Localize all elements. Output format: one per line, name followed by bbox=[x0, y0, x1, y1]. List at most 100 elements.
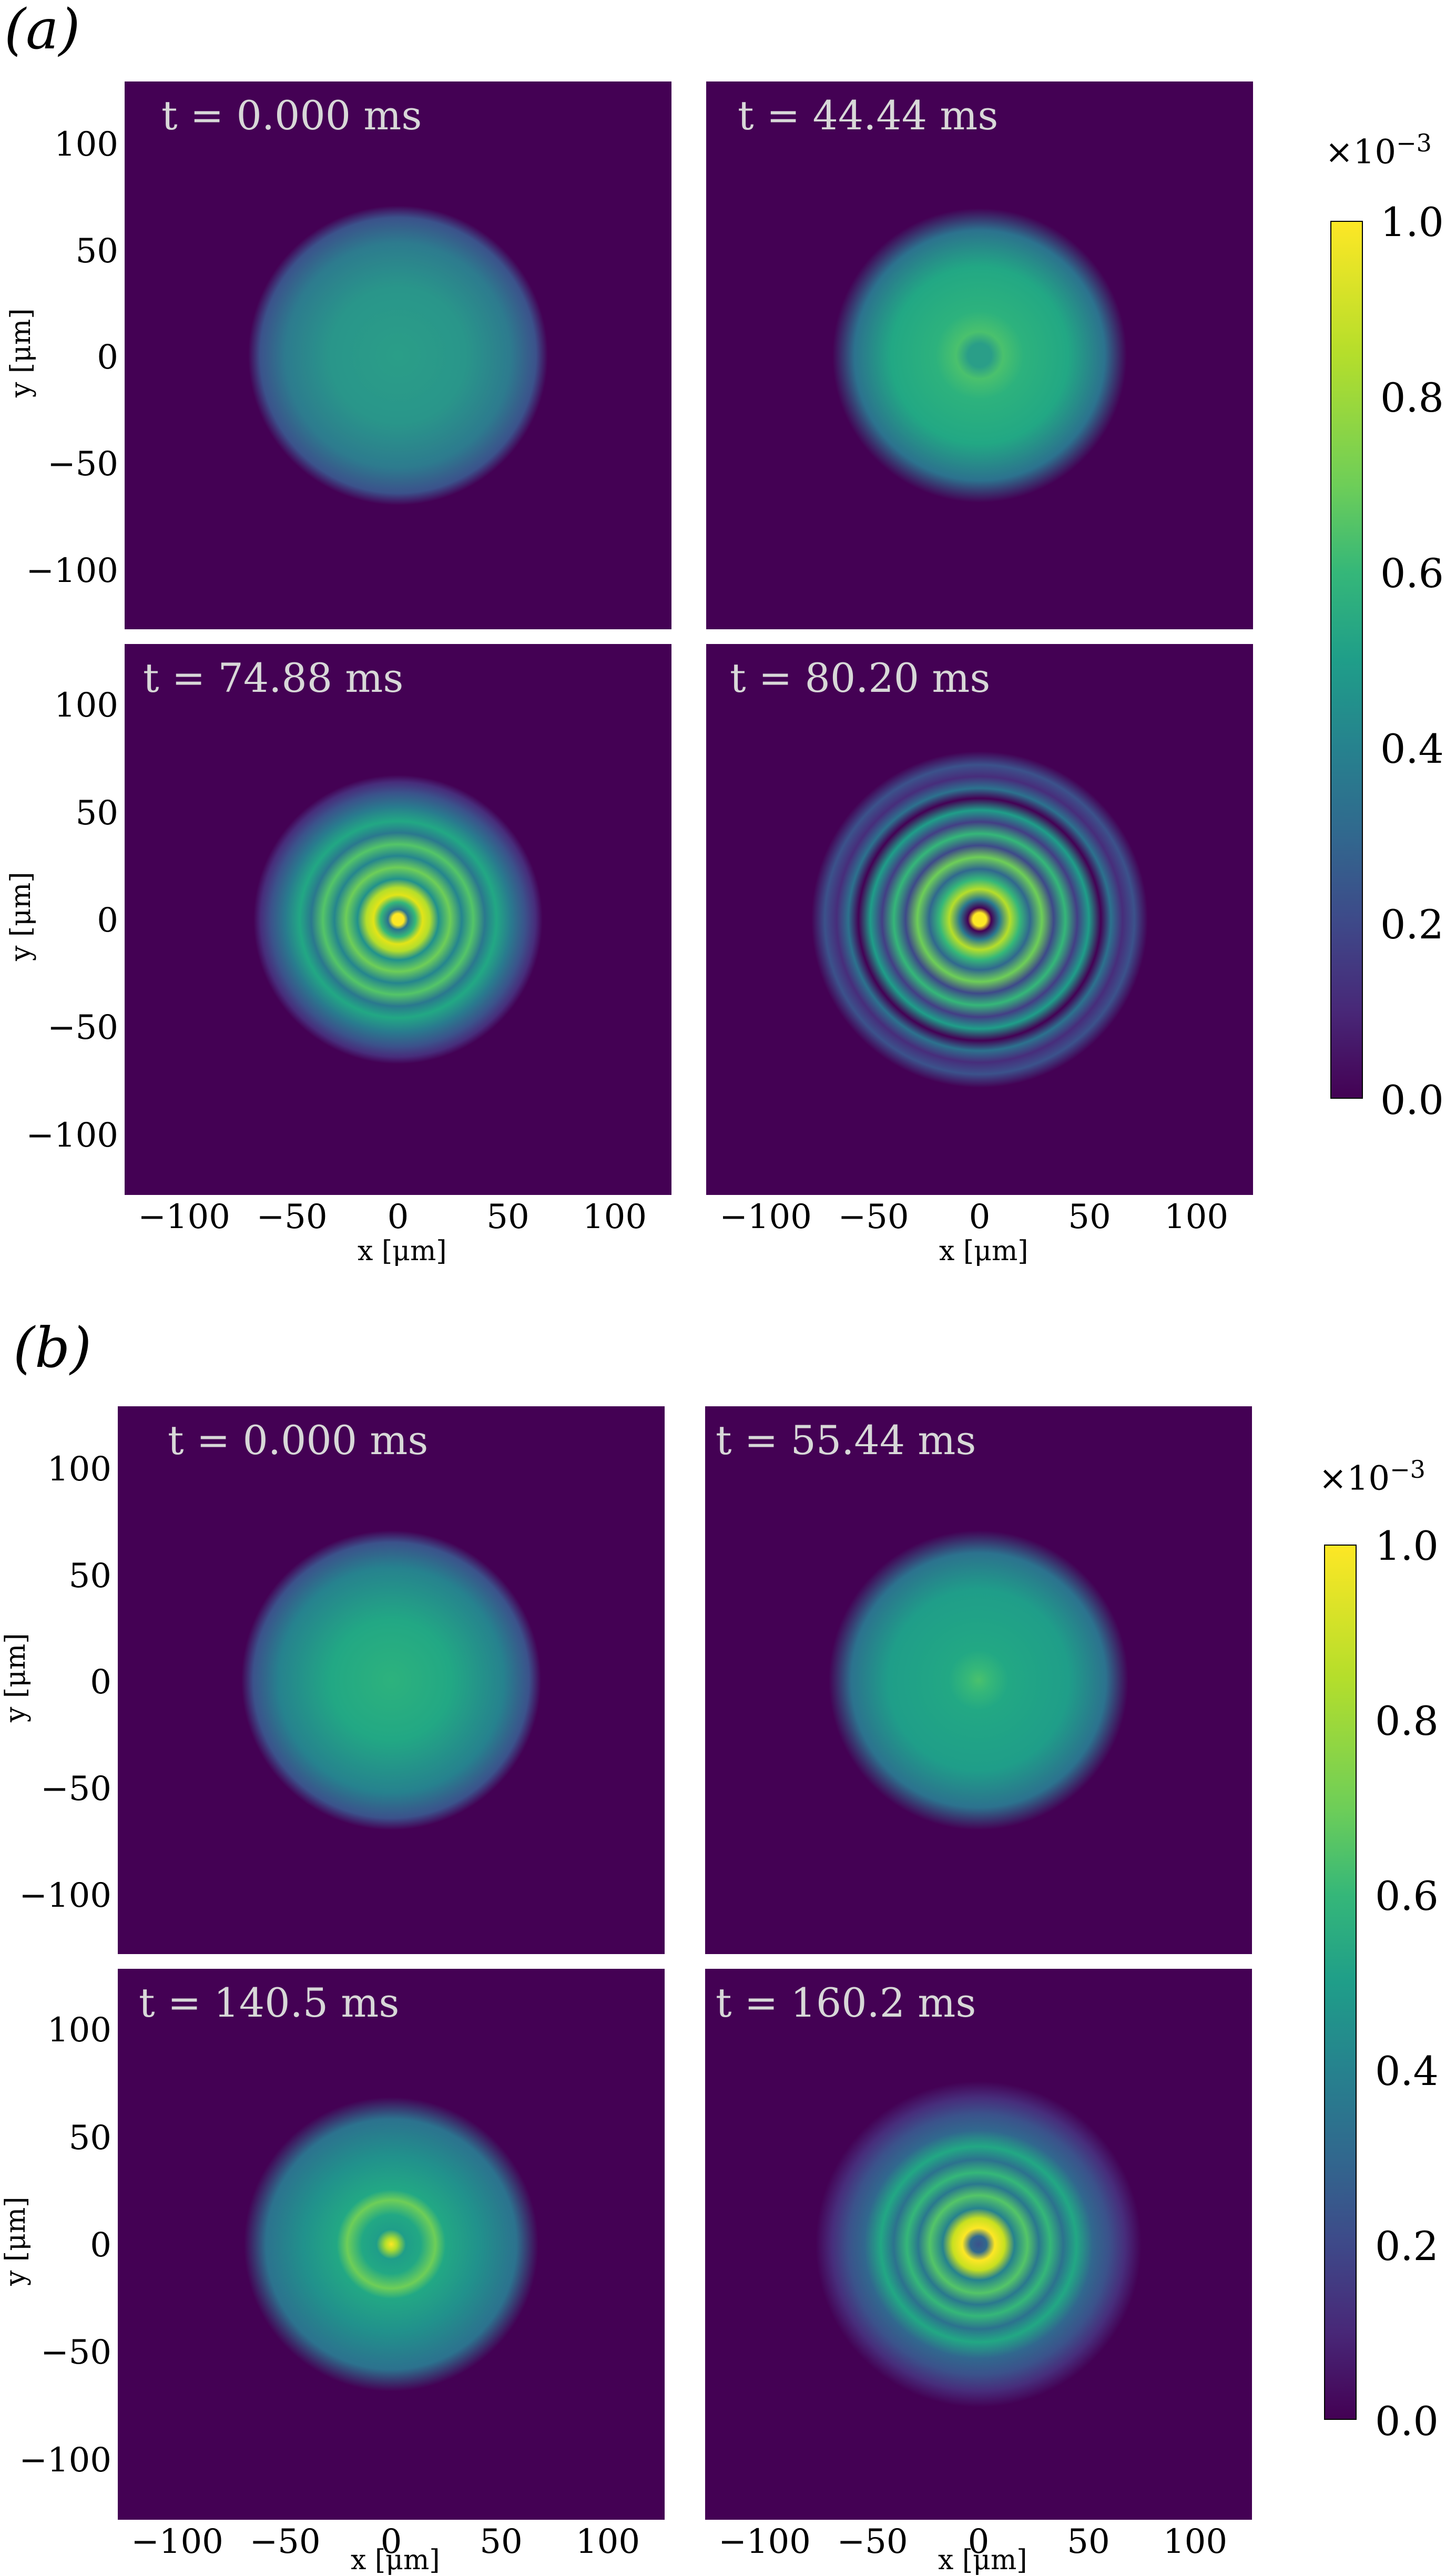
heatmap-b4-image bbox=[816, 2081, 1142, 2407]
colorbar-tick-label: 1.0 bbox=[1375, 1522, 1439, 1569]
y-tick-label: −100 bbox=[26, 551, 118, 590]
density-cloud bbox=[832, 208, 1127, 503]
x-tick-label: 0 bbox=[968, 2522, 990, 2561]
density-cloud bbox=[248, 206, 548, 505]
multiplier-base: ×10 bbox=[1319, 1459, 1390, 1498]
heatmap-a2-image bbox=[832, 208, 1127, 503]
colorbar-tick-label: 0.6 bbox=[1380, 550, 1444, 597]
y-tick-label: 50 bbox=[75, 794, 118, 833]
x-tick-label: 100 bbox=[1164, 1198, 1229, 1236]
x-tick-label: 0 bbox=[380, 2522, 402, 2561]
density-cloud bbox=[244, 2097, 538, 2391]
x-tick-label: 100 bbox=[582, 1198, 647, 1236]
y-tick-label: −50 bbox=[40, 2333, 111, 2372]
y-axis-label: y [μm] bbox=[5, 872, 37, 961]
x-tick-label: 50 bbox=[1068, 1198, 1111, 1236]
x-axis-label: x [μm] bbox=[938, 2544, 1027, 2576]
x-tick-label: 0 bbox=[969, 1198, 991, 1236]
y-tick-label: 0 bbox=[90, 1663, 111, 1702]
y-axis-label: y [μm] bbox=[5, 308, 37, 397]
y-tick-label: −50 bbox=[40, 1770, 111, 1808]
time-label: t = 0.000 ms bbox=[168, 1417, 429, 1464]
heatmap-a1-image bbox=[248, 206, 548, 505]
x-tick-label: 0 bbox=[387, 1198, 409, 1236]
y-tick-label: −100 bbox=[19, 2441, 111, 2480]
heatmap-b4: t = 160.2 ms bbox=[705, 1969, 1252, 2520]
heatmap-a4-image bbox=[811, 751, 1148, 1088]
heatmap-a1: t = 0.000 ms bbox=[125, 81, 671, 629]
y-tick-label: −100 bbox=[19, 1876, 111, 1915]
time-label: t = 55.44 ms bbox=[716, 1417, 976, 1464]
colorbar-gradient bbox=[1324, 1545, 1357, 2420]
x-tick-label: −50 bbox=[256, 1198, 328, 1236]
x-tick-label: −50 bbox=[249, 2522, 321, 2561]
colorbar-tick-label: 0.2 bbox=[1375, 2223, 1439, 2270]
heatmap-a4: t = 80.20 ms bbox=[706, 644, 1253, 1195]
y-tick-label: −50 bbox=[47, 445, 118, 484]
y-tick-label: 100 bbox=[54, 686, 118, 725]
heatmap-b1-image bbox=[241, 1530, 541, 1830]
colorbar-tick-label: 0.8 bbox=[1380, 374, 1444, 421]
multiplier-base: ×10 bbox=[1325, 132, 1397, 172]
x-axis-label: x [μm] bbox=[351, 2544, 440, 2576]
y-tick-label: 0 bbox=[97, 901, 118, 940]
y-tick-label: 50 bbox=[68, 1557, 111, 1596]
density-cloud bbox=[253, 775, 543, 1064]
colorbar-tick-label: 0.0 bbox=[1380, 1077, 1444, 1123]
heatmap-b1: t = 0.000 ms bbox=[118, 1406, 665, 1954]
figure-label-a: (a) bbox=[4, 0, 80, 62]
x-tick-label: −100 bbox=[131, 2522, 223, 2561]
colorbar-tick-label: 0.8 bbox=[1375, 1698, 1439, 1744]
x-tick-label: −50 bbox=[837, 2522, 908, 2561]
y-tick-label: −100 bbox=[26, 1116, 118, 1155]
colorbar-tick-label: 0.6 bbox=[1375, 1873, 1439, 1919]
time-label: t = 160.2 ms bbox=[716, 1979, 976, 2026]
colorbar-tick-label: 0.4 bbox=[1380, 725, 1444, 772]
x-tick-label: −100 bbox=[719, 1198, 812, 1236]
time-label: t = 74.88 ms bbox=[143, 655, 404, 701]
x-tick-label: 50 bbox=[1067, 2522, 1110, 2561]
y-tick-label: 100 bbox=[54, 125, 118, 164]
density-cloud bbox=[829, 1530, 1128, 1830]
y-tick-label: 100 bbox=[47, 2011, 111, 2050]
x-tick-label: −100 bbox=[138, 1198, 230, 1236]
time-label: t = 44.44 ms bbox=[738, 92, 999, 139]
x-tick-label: 50 bbox=[486, 1198, 530, 1236]
x-tick-label: 100 bbox=[575, 2522, 640, 2561]
colorbar-tick-label: 1.0 bbox=[1380, 199, 1444, 246]
density-cloud bbox=[816, 2081, 1142, 2407]
y-tick-label: 0 bbox=[97, 338, 118, 377]
x-tick-label: −100 bbox=[718, 2522, 811, 2561]
time-label: t = 80.20 ms bbox=[730, 655, 991, 701]
colorbar-tick-label: 0.0 bbox=[1375, 2398, 1439, 2445]
colorbar-multiplier: ×10−3 bbox=[1325, 129, 1432, 171]
heatmap-a3: t = 74.88 ms bbox=[125, 644, 671, 1195]
y-axis-label: y [μm] bbox=[0, 2196, 32, 2286]
x-tick-label: 50 bbox=[480, 2522, 523, 2561]
x-tick-label: −50 bbox=[838, 1198, 909, 1236]
x-axis-label: x [μm] bbox=[939, 1235, 1029, 1267]
y-tick-label: 50 bbox=[68, 2119, 111, 2158]
colorbar-tick-label: 0.2 bbox=[1380, 901, 1444, 948]
y-tick-label: 0 bbox=[90, 2226, 111, 2265]
x-tick-label: 100 bbox=[1163, 2522, 1228, 2561]
heatmap-b3-image bbox=[244, 2097, 538, 2391]
density-cloud bbox=[241, 1530, 541, 1830]
density-cloud bbox=[811, 751, 1148, 1088]
figure-label-b: (b) bbox=[13, 1316, 92, 1380]
multiplier-exponent: −3 bbox=[1396, 129, 1432, 157]
colorbar-gradient bbox=[1330, 221, 1363, 1099]
colorbar-multiplier: ×10−3 bbox=[1319, 1455, 1426, 1498]
y-tick-label: 100 bbox=[47, 1450, 111, 1489]
multiplier-exponent: −3 bbox=[1390, 1455, 1426, 1484]
x-axis-label: x [μm] bbox=[358, 1235, 447, 1267]
time-label: t = 0.000 ms bbox=[161, 92, 422, 139]
y-tick-label: −50 bbox=[47, 1008, 118, 1047]
heatmap-a3-image bbox=[253, 775, 543, 1064]
heatmap-b3: t = 140.5 ms bbox=[118, 1969, 665, 2520]
y-axis-label: y [μm] bbox=[0, 1633, 32, 1722]
heatmap-b2-image bbox=[829, 1530, 1128, 1830]
heatmap-a2: t = 44.44 ms bbox=[706, 81, 1253, 629]
heatmap-b2: t = 55.44 ms bbox=[705, 1406, 1252, 1954]
y-tick-label: 50 bbox=[75, 232, 118, 271]
